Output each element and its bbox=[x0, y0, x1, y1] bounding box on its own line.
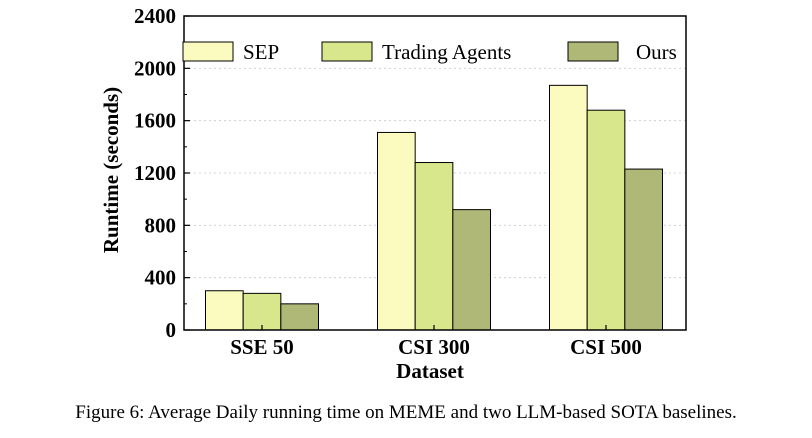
bar-trading-agents-csi-300 bbox=[414, 162, 454, 331]
bar-sep-csi-300 bbox=[377, 131, 416, 331]
legend-label: SEP bbox=[243, 40, 279, 64]
bar-sep-sse-50 bbox=[205, 290, 244, 331]
bar-ours-csi-300 bbox=[452, 209, 492, 331]
y-tick-label: 0 bbox=[166, 318, 177, 342]
legend: SEP Trading Agents Ours bbox=[182, 40, 677, 64]
y-axis-title: Runtime (seconds) bbox=[99, 87, 123, 253]
bars bbox=[205, 84, 663, 331]
y-tick-label: 800 bbox=[145, 213, 177, 237]
legend-swatch-trading-agents bbox=[321, 41, 373, 62]
y-tick-label: 1200 bbox=[134, 161, 176, 185]
bar-ours-sse-50 bbox=[280, 303, 320, 331]
bar-ours-csi-500 bbox=[624, 168, 663, 331]
figure-caption: Figure 6: Average Daily running time on … bbox=[75, 402, 737, 423]
y-tick-label: 400 bbox=[145, 266, 177, 290]
x-category-label: CSI 300 bbox=[398, 335, 470, 359]
x-axis-title: Dataset bbox=[396, 359, 464, 383]
bar-sep-csi-500 bbox=[549, 84, 588, 331]
runtime-bar-chart: 0 400 800 1200 1600 2000 2400 SSE 50 CSI 300 CSI… bbox=[99, 4, 687, 383]
y-tick-label: 2400 bbox=[134, 4, 176, 28]
legend-swatch-sep bbox=[182, 41, 234, 62]
x-category-label: CSI 500 bbox=[570, 335, 642, 359]
y-axis-ticks: 0 400 800 1200 1600 2000 2400 bbox=[134, 4, 190, 342]
x-axis-category-labels: SSE 50 CSI 300 CSI 500 bbox=[230, 325, 642, 359]
y-tick-label: 1600 bbox=[134, 109, 176, 133]
legend-swatch-ours bbox=[567, 41, 619, 62]
y-tick-label: 2000 bbox=[134, 56, 176, 80]
bar-trading-agents-sse-50 bbox=[242, 292, 282, 331]
legend-label: Ours bbox=[636, 40, 677, 64]
x-category-label: SSE 50 bbox=[230, 335, 294, 359]
bar-trading-agents-csi-500 bbox=[586, 109, 626, 331]
legend-label: Trading Agents bbox=[382, 40, 511, 64]
